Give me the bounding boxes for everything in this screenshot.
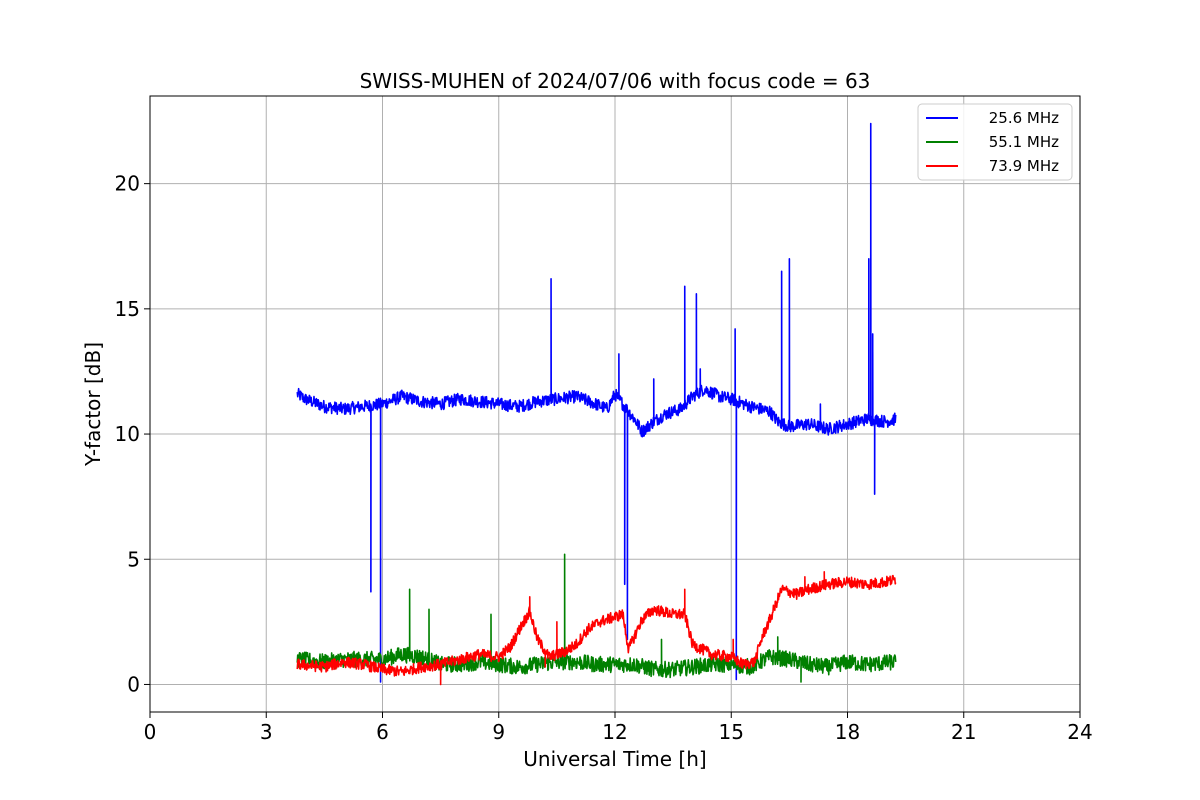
y-axis-label: Y-factor [dB] (81, 342, 105, 467)
series-layer (296, 122, 897, 686)
legend-label: 73.9 MHz (989, 157, 1059, 175)
chart-title: SWISS-MUHEN of 2024/07/06 with focus cod… (360, 69, 871, 93)
x-tick-label: 15 (719, 720, 744, 744)
x-tick-label: 9 (492, 720, 505, 744)
x-axis-label: Universal Time [h] (523, 747, 706, 771)
x-tick-label: 6 (376, 720, 389, 744)
legend-box (917, 103, 1073, 181)
x-tick-label: 3 (260, 720, 273, 744)
y-tick-label: 10 (115, 422, 140, 446)
x-tick-label: 12 (602, 720, 627, 744)
series-line-2 (296, 570, 897, 686)
x-tick-label: 21 (951, 720, 976, 744)
x-tick-label: 18 (835, 720, 860, 744)
y-tick-label: 5 (127, 547, 140, 571)
legend-label: 55.1 MHz (989, 133, 1059, 151)
x-tick-label: 0 (144, 720, 157, 744)
legend-label: 25.6 MHz (989, 109, 1059, 127)
series-line-0 (296, 122, 897, 683)
y-tick-label: 0 (127, 672, 140, 696)
y-tick-label: 15 (115, 297, 140, 321)
legend: 25.6 MHz 55.1 MHz 73.9 MHz (917, 103, 1073, 181)
x-tick-label: 24 (1067, 720, 1092, 744)
y-tick-label: 20 (115, 172, 140, 196)
series-line-1 (296, 553, 897, 683)
ticks: 0 3 6 9 12 15 18 21 24 0 5 10 15 20 (115, 172, 1093, 744)
